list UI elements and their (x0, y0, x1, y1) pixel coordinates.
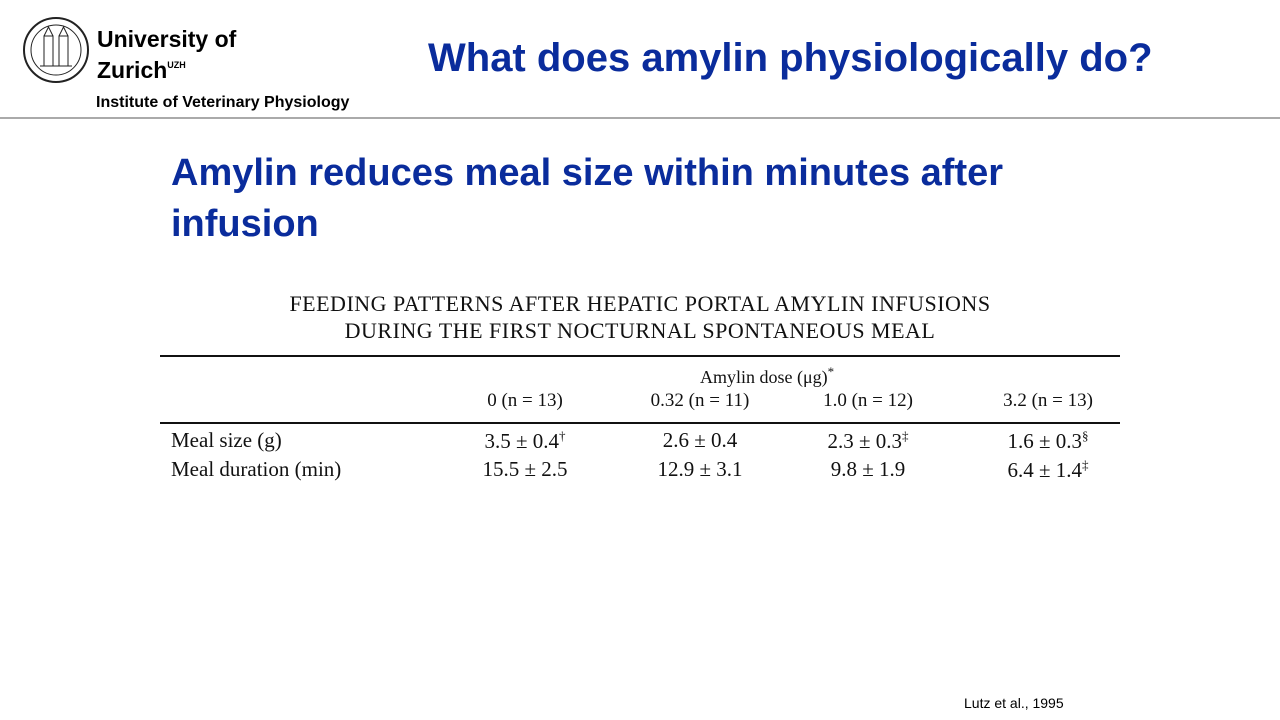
group-header: Amylin dose (μg)* (700, 364, 834, 388)
table-cell: 2.6 ± 0.4 (610, 428, 790, 453)
row-label: Meal duration (min) (171, 457, 342, 481)
cell-value: 9.8 ± 1.9 (830, 457, 906, 481)
cell-mark: ‡ (902, 428, 909, 443)
university-line: University of (97, 26, 237, 52)
table-cell: 9.8 ± 1.9 (778, 457, 958, 482)
cell-mark: † (559, 428, 566, 443)
table-cell: 2.3 ± 0.3‡ (778, 428, 958, 454)
table-rule (160, 422, 1120, 424)
table-cell: 12.9 ± 3.1 (610, 457, 790, 482)
header-rule (0, 117, 1280, 119)
cell-value: 1.6 ± 0.3 (1007, 429, 1083, 453)
citation: Lutz et al., 1995 (964, 695, 1064, 711)
group-header-mark: * (827, 364, 835, 379)
logo (23, 17, 89, 83)
cell-value: 15.5 ± 2.5 (482, 457, 568, 481)
table-title: FEEDING PATTERNS AFTER HEPATIC PORTAL AM… (160, 290, 1120, 344)
cell-value: 6.4 ± 1.4 (1007, 458, 1083, 482)
column-header: 3.2 (n = 13) (1003, 390, 1093, 411)
table-title-line: DURING THE FIRST NOCTURNAL SPONTANEOUS M… (344, 318, 936, 343)
cell-value: 3.5 ± 0.4 (484, 429, 560, 453)
cell-value: 2.3 ± 0.3 (827, 429, 903, 453)
group-header-text: Amylin dose (μg) (700, 367, 828, 387)
table-cell: 15.5 ± 2.5 (435, 457, 615, 482)
cell-value: 2.6 ± 0.4 (662, 428, 738, 452)
university-mark: UZH (167, 60, 186, 70)
cell-value: 12.9 ± 3.1 (657, 457, 743, 481)
table-cell: 1.6 ± 0.3§ (958, 428, 1138, 454)
subtitle: Amylin reduces meal size within minutes … (171, 152, 1004, 245)
table-cell: 6.4 ± 1.4‡ (958, 457, 1138, 483)
table: FEEDING PATTERNS AFTER HEPATIC PORTAL AM… (160, 290, 1120, 482)
cell-mark: § (1082, 428, 1089, 443)
university-line: ZurichUZH (97, 52, 236, 83)
column-header: 0 (n = 13) (487, 390, 563, 411)
university-name: University of ZurichUZH (97, 26, 236, 83)
column-header: 1.0 (n = 12) (823, 390, 913, 411)
institute: Institute of Veterinary Physiology (96, 94, 350, 111)
column-header: 0.32 (n = 11) (650, 390, 750, 411)
table-rule (160, 355, 1120, 357)
table-cell: 3.5 ± 0.4† (435, 428, 615, 454)
table-title-line: FEEDING PATTERNS AFTER HEPATIC PORTAL AM… (289, 291, 991, 316)
slide-title: What does amylin physiologically do? (428, 36, 1153, 80)
cell-mark: ‡ (1082, 457, 1089, 472)
university-city: Zurich (97, 57, 168, 83)
row-label: Meal size (g) (171, 428, 282, 452)
